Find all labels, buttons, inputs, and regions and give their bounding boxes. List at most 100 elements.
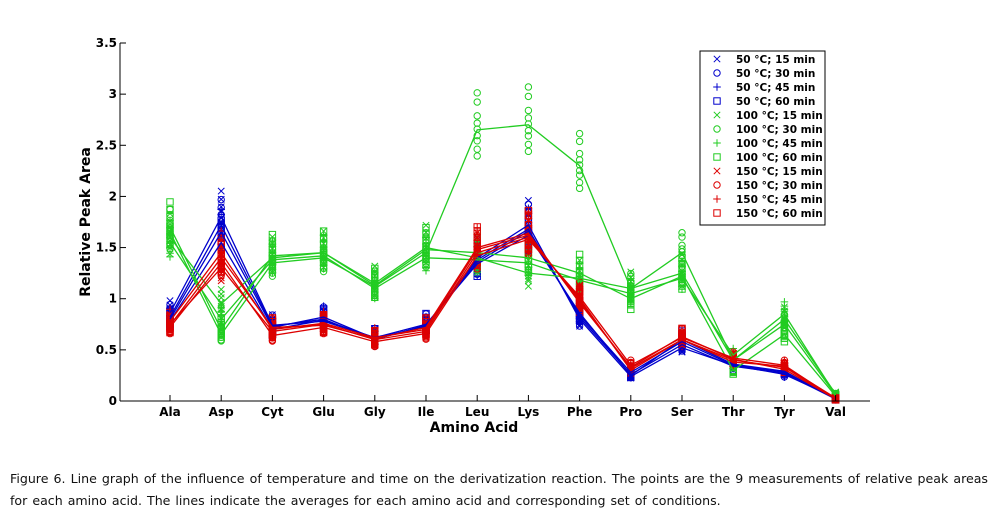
legend-label-50-c-15-min: 50 °C; 15 min xyxy=(736,54,815,66)
data-point-50-c-30-min-asp xyxy=(217,195,225,204)
data-point-150-c-45-min-phe xyxy=(575,282,584,290)
data-point-100-c-60-min-gly xyxy=(371,270,379,278)
y-tick-label: 3 xyxy=(109,87,117,101)
data-point-150-c-60-min-lys xyxy=(524,241,533,250)
data-point-100-c-30-min-lys xyxy=(524,126,533,135)
x-tick-label: Phe xyxy=(567,405,592,419)
x-tick-label: Lys xyxy=(518,405,540,419)
x-tick-label: Ile xyxy=(418,405,435,419)
legend-marker-100-c-45-min xyxy=(713,139,721,147)
data-point-100-c-60-min-phe xyxy=(575,267,584,275)
data-point-50-c-15-min-lys xyxy=(524,196,532,204)
x-tick-label: Pro xyxy=(619,405,642,419)
legend-marker-150-c-45-min xyxy=(713,195,721,203)
data-point-100-c-60-min-ser xyxy=(678,260,686,268)
data-point-100-c-45-min-glu xyxy=(319,238,328,246)
legend-marker-150-c-30-min xyxy=(713,181,721,189)
data-point-100-c-60-min-ala xyxy=(166,198,174,206)
axes: 0 0.5 1 1.5 2 2.5 3 3.5 Ala Asp Cyt Glu Gly Ile Leu Lys… xyxy=(96,36,870,419)
legend-label-50-c-45-min: 50 °C; 45 min xyxy=(736,82,815,94)
data-point-100-c-30-min-lys xyxy=(524,132,533,140)
data-point-100-c-30-min-phe xyxy=(575,161,584,169)
data-point-100-c-60-min-tyr xyxy=(780,338,789,346)
data-point-100-c-45-min-cyt xyxy=(268,268,277,277)
y-tick-label: 0.5 xyxy=(96,343,117,357)
data-point-100-c-60-min-ala xyxy=(166,240,174,249)
data-point-100-c-60-min-cyt xyxy=(268,230,277,239)
legend-marker-50-c-15-min xyxy=(713,55,721,63)
data-point-150-c-60-min-lys xyxy=(524,211,533,220)
data-point-100-c-30-min-lys xyxy=(524,92,533,101)
data-point-100-c-30-min-leu xyxy=(473,119,481,127)
series-line-150-c-15-min xyxy=(169,236,836,400)
data-point-100-c-30-min-phe xyxy=(575,137,584,146)
series-line-150-c-60-min xyxy=(169,232,836,400)
legend-marker-150-c-60-min xyxy=(713,209,721,217)
data-point-150-c-60-min-leu xyxy=(473,236,481,244)
series-line-100-c-45-min xyxy=(169,242,837,396)
data-point-100-c-30-min-ser xyxy=(678,241,686,250)
data-point-150-c-15-min-asp xyxy=(217,274,225,282)
data-point-100-c-30-min-phe xyxy=(575,129,584,138)
data-point-150-c-30-min-asp xyxy=(217,271,225,280)
data-point-100-c-60-min-ser xyxy=(678,264,686,273)
data-point-100-c-60-min-phe xyxy=(575,261,584,269)
legend-label-50-c-30-min: 50 °C; 30 min xyxy=(736,68,815,80)
legend-marker-50-c-45-min xyxy=(713,83,721,91)
data-point-50-c-45-min-asp xyxy=(217,205,225,214)
data-point-100-c-30-min-leu xyxy=(473,137,481,145)
data-point-150-c-60-min-leu xyxy=(473,223,481,231)
data-point-100-c-30-min-phe xyxy=(575,178,584,187)
data-point-100-c-60-min-ile xyxy=(422,261,430,269)
data-point-100-c-30-min-leu xyxy=(473,98,481,106)
data-point-100-c-60-min-pro xyxy=(627,297,635,305)
data-point-100-c-45-min-tyr xyxy=(780,298,789,306)
data-point-100-c-60-min-gly xyxy=(371,293,379,302)
legend-label-100-c-45-min: 100 °C; 45 min xyxy=(736,138,823,150)
legend-marker-100-c-30-min xyxy=(713,125,721,133)
legend-label-150-c-60-min: 150 °C; 60 min xyxy=(736,208,823,220)
legend-marker-50-c-60-min xyxy=(713,97,721,105)
y-tick-label: 1 xyxy=(109,292,117,306)
legend-label-100-c-30-min: 100 °C; 30 min xyxy=(736,124,823,136)
data-point-150-c-45-min-lys xyxy=(524,248,533,256)
legend-label-150-c-15-min: 150 °C; 15 min xyxy=(736,166,823,178)
data-point-100-c-60-min-asp xyxy=(217,314,225,323)
data-point-150-c-60-min-ser xyxy=(678,333,686,341)
data-point-100-c-60-min-cyt xyxy=(268,266,277,275)
data-point-100-c-60-min-gly xyxy=(371,274,379,282)
data-point-100-c-60-min-ser xyxy=(678,285,686,293)
data-point-150-c-60-min-gly xyxy=(371,326,379,335)
x-tick-label: Val xyxy=(825,405,846,419)
data-point-100-c-60-min-ala xyxy=(166,219,174,228)
series-line-50-c-45-min xyxy=(169,230,836,399)
data-point-150-c-45-min-tyr xyxy=(780,356,789,365)
data-point-100-c-60-min-gly xyxy=(371,288,379,297)
line-chart: 0 0.5 1 1.5 2 2.5 3 3.5 Ala Asp Cyt Glu Gly Ile Leu Lys… xyxy=(78,36,870,436)
data-point-100-c-30-min-phe xyxy=(575,149,584,158)
data-point-150-c-15-min-asp xyxy=(217,277,225,285)
data-point-100-c-30-min-ser xyxy=(678,229,686,237)
data-point-100-c-45-min-glu xyxy=(319,247,328,256)
data-point-100-c-30-min-phe xyxy=(575,184,584,193)
x-tick-label: Cyt xyxy=(261,405,284,419)
data-point-100-c-30-min-leu xyxy=(473,131,481,140)
data-point-100-c-45-min-ala xyxy=(166,253,174,261)
x-tick-label: Gly xyxy=(364,405,386,419)
data-point-150-c-60-min-phe xyxy=(575,286,584,294)
data-point-100-c-60-min-cyt xyxy=(268,261,277,269)
data-point-100-c-30-min-lys xyxy=(524,83,533,91)
data-point-100-c-15-min-lys xyxy=(524,282,532,290)
data-point-100-c-60-min-phe xyxy=(575,250,584,259)
legend-box xyxy=(699,50,826,226)
data-point-150-c-45-min-ile xyxy=(422,333,430,341)
data-point-100-c-30-min-lys xyxy=(524,114,533,122)
data-point-100-c-30-min-phe xyxy=(575,171,584,179)
data-point-100-c-45-min-asp xyxy=(217,303,225,312)
y-tick-label: 2 xyxy=(109,189,117,203)
y-tick-label: 3.5 xyxy=(96,36,117,50)
legend-marker-50-c-30-min xyxy=(713,69,721,77)
figure-caption: Figure 6. Line graph of the influence of… xyxy=(10,471,988,508)
data-point-150-c-60-min-glu xyxy=(319,328,328,337)
legend-marker-100-c-15-min xyxy=(713,111,721,119)
